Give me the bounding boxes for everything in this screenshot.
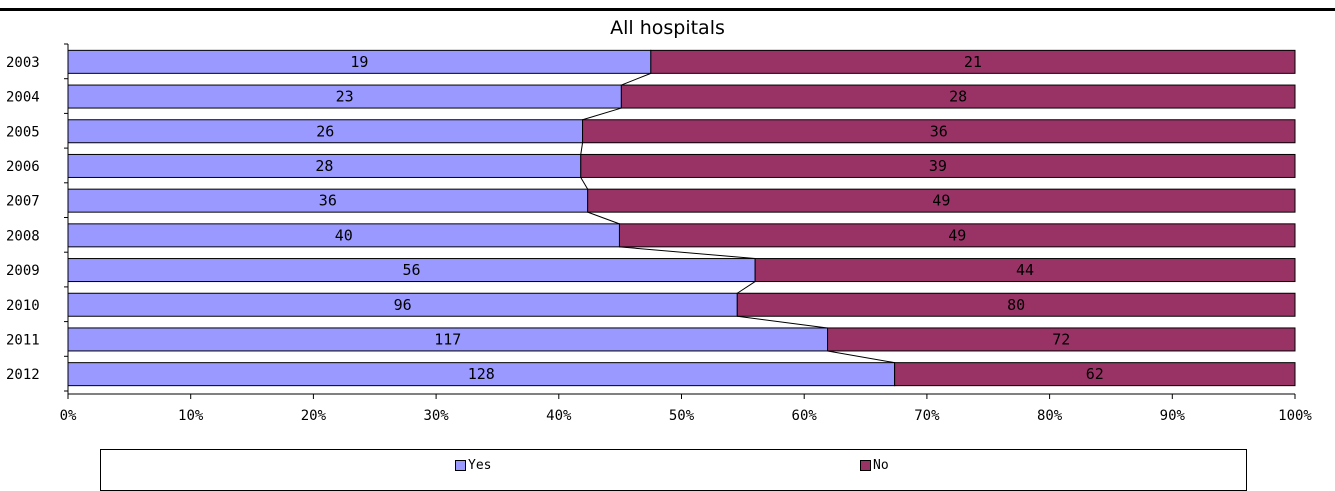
data-label-yes-2008: 40 (335, 226, 353, 244)
series-line-2006 (580, 177, 589, 190)
category-label-2011: 2011 (6, 332, 40, 348)
category-label-2008: 2008 (6, 228, 40, 244)
legend-item-no: No (860, 458, 889, 473)
data-label-no-2006: 39 (929, 157, 947, 175)
x-tick-label-5: 50% (669, 408, 695, 424)
category-label-2006: 2006 (6, 159, 40, 175)
legend-label-yes: Yes (468, 458, 492, 473)
x-tick-label-7: 70% (914, 408, 940, 424)
category-label-2009: 2009 (6, 263, 40, 279)
header-rule (0, 0, 1335, 11)
bar-no-2005 (582, 119, 1296, 144)
data-label-yes-2003: 19 (350, 53, 368, 71)
bar-no-2007 (587, 188, 1296, 213)
series-line-2009 (736, 281, 756, 294)
data-label-yes-2011: 117 (434, 330, 461, 348)
bar-no-2010 (736, 292, 1296, 317)
data-label-yes-2009: 56 (403, 261, 421, 279)
series-line-2011 (827, 350, 895, 364)
chart-title: All hospitals (610, 17, 725, 39)
stacked-bar-chart: 19 21 2003 23 28 2004 26 36 2005 28 39 2006 36 49 2007… (6, 43, 1312, 424)
data-label-yes-2006: 28 (315, 157, 333, 175)
series-line-2004 (582, 107, 622, 121)
category-label-2010: 2010 (6, 298, 40, 314)
legend: Yes No (100, 449, 1247, 491)
x-tick-label-6: 60% (792, 408, 818, 424)
bar-no-2006 (580, 153, 1296, 178)
bar-no-2011 (827, 327, 1296, 352)
series-line-2003 (621, 72, 652, 86)
data-label-no-2005: 36 (930, 122, 948, 140)
data-label-yes-2007: 36 (319, 192, 337, 210)
legend-swatch-yes (455, 460, 466, 471)
data-label-yes-2010: 96 (394, 296, 412, 314)
data-label-no-2003: 21 (964, 53, 982, 71)
data-label-no-2004: 28 (949, 88, 967, 106)
series-line-2007 (587, 211, 620, 225)
category-label-2005: 2005 (6, 124, 40, 140)
legend-label-no: No (873, 458, 889, 473)
data-label-yes-2004: 23 (336, 88, 354, 106)
legend-swatch-no (860, 460, 871, 471)
legend-item-yes: Yes (455, 458, 491, 473)
x-tick-label-8: 80% (1037, 408, 1063, 424)
x-tick-label-2: 20% (301, 408, 327, 424)
category-label-2004: 2004 (6, 90, 40, 106)
data-label-yes-2012: 128 (468, 365, 495, 383)
x-tick-label-10: 100% (1278, 408, 1312, 424)
series-line-2005 (580, 142, 584, 155)
data-label-no-2012: 62 (1086, 365, 1104, 383)
bar-no-2004 (620, 84, 1296, 109)
bar-no-2012 (894, 362, 1296, 387)
series-line-2010 (737, 315, 828, 329)
bar-no-2003 (650, 49, 1296, 74)
category-label-2003: 2003 (6, 55, 40, 71)
x-tick-label-0: 0% (60, 408, 77, 424)
category-label-2012: 2012 (6, 367, 40, 383)
x-tick-label-1: 10% (178, 408, 204, 424)
x-tick-label-4: 40% (546, 408, 572, 424)
data-label-no-2007: 49 (932, 192, 950, 210)
series-line-2008 (619, 246, 756, 260)
x-tick-label-9: 90% (1160, 408, 1186, 424)
data-label-no-2008: 49 (948, 226, 966, 244)
data-label-no-2010: 80 (1007, 296, 1025, 314)
data-label-no-2011: 72 (1052, 330, 1070, 348)
x-tick-label-3: 30% (423, 408, 449, 424)
data-label-no-2009: 44 (1016, 261, 1034, 279)
bar-no-2009 (754, 258, 1296, 283)
data-label-yes-2005: 26 (316, 122, 334, 140)
bar-no-2008 (618, 223, 1296, 248)
category-label-2007: 2007 (6, 194, 40, 210)
